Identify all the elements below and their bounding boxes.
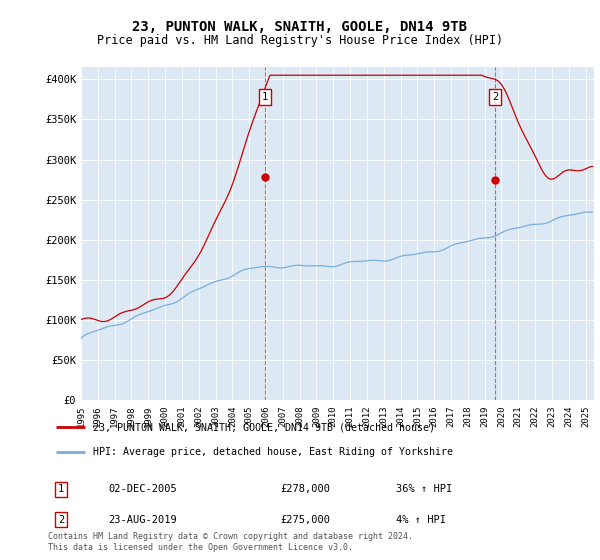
Text: 2: 2 — [493, 92, 499, 102]
Text: HPI: Average price, detached house, East Riding of Yorkshire: HPI: Average price, detached house, East… — [93, 446, 453, 456]
Text: Price paid vs. HM Land Registry's House Price Index (HPI): Price paid vs. HM Land Registry's House … — [97, 34, 503, 46]
Text: 1: 1 — [262, 92, 268, 102]
Text: 1: 1 — [58, 484, 64, 494]
Text: 4% ↑ HPI: 4% ↑ HPI — [397, 515, 446, 525]
Text: £275,000: £275,000 — [280, 515, 331, 525]
Text: £278,000: £278,000 — [280, 484, 331, 494]
Text: 23-AUG-2019: 23-AUG-2019 — [109, 515, 178, 525]
Text: 02-DEC-2005: 02-DEC-2005 — [109, 484, 178, 494]
Text: 23, PUNTON WALK, SNAITH, GOOLE, DN14 9TB: 23, PUNTON WALK, SNAITH, GOOLE, DN14 9TB — [133, 20, 467, 34]
Text: Contains HM Land Registry data © Crown copyright and database right 2024.
This d: Contains HM Land Registry data © Crown c… — [48, 532, 413, 552]
Text: 36% ↑ HPI: 36% ↑ HPI — [397, 484, 453, 494]
Text: 2: 2 — [58, 515, 64, 525]
Text: 23, PUNTON WALK, SNAITH, GOOLE, DN14 9TB (detached house): 23, PUNTON WALK, SNAITH, GOOLE, DN14 9TB… — [93, 422, 435, 432]
